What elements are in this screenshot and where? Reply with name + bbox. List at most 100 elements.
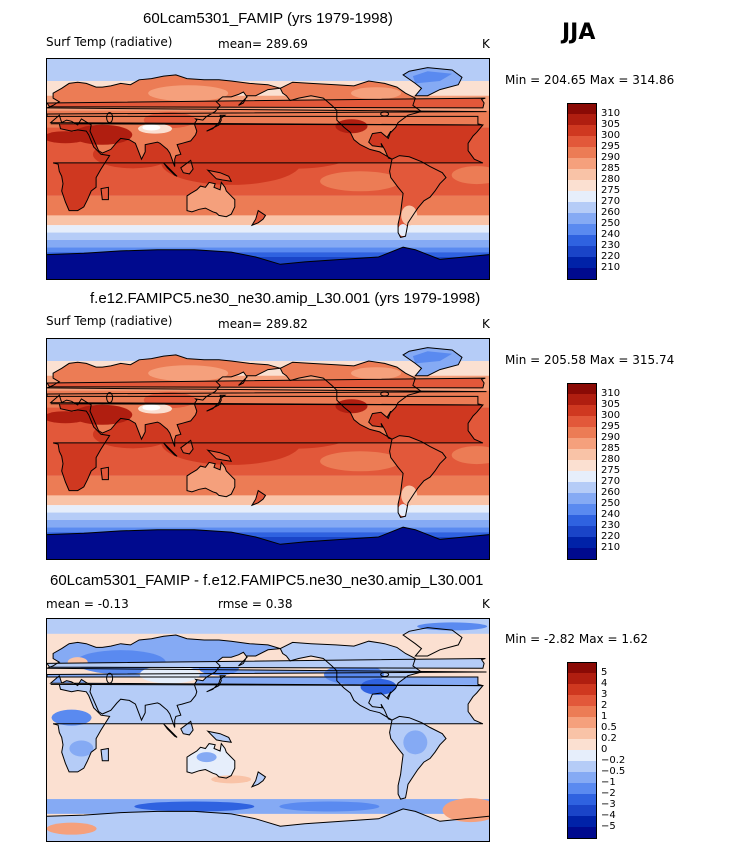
colorbar-label: 0.2 xyxy=(601,733,617,744)
colorbar-swatch xyxy=(567,125,597,136)
colorbar-label: 300 xyxy=(601,410,621,421)
colorbar-swatch xyxy=(567,147,597,158)
colorbar-label: 305 xyxy=(601,399,621,410)
colorbar-swatch xyxy=(567,246,597,257)
panel1-units: K xyxy=(482,37,490,51)
colorbar-swatch xyxy=(567,684,597,695)
colorbar-swatch xyxy=(567,427,597,438)
panel1-variable: Surf Temp (radiative) xyxy=(46,35,173,49)
colorbar-swatch xyxy=(567,136,597,147)
colorbar-label: 1 xyxy=(601,711,608,722)
colorbar-swatch xyxy=(567,750,597,761)
colorbar-swatch xyxy=(567,257,597,268)
panel1-minmax: Min = 204.65 Max = 314.86 xyxy=(505,73,675,87)
colorbar-swatch xyxy=(567,394,597,405)
panel3-mean: mean = -0.13 xyxy=(46,597,129,611)
panel2-mean: mean= 289.82 xyxy=(218,317,308,331)
colorbar-label: −4 xyxy=(601,810,616,821)
colorbar-swatch xyxy=(567,515,597,526)
colorbar-swatch xyxy=(567,695,597,706)
colorbar-swatch xyxy=(567,739,597,750)
colorbar-swatch xyxy=(567,827,597,839)
colorbar-label: 210 xyxy=(601,262,621,273)
colorbar-swatch xyxy=(567,405,597,416)
colorbar-swatch xyxy=(567,816,597,827)
colorbar-label: −3 xyxy=(601,799,616,810)
colorbar-swatch xyxy=(567,728,597,739)
colorbar-swatch xyxy=(567,460,597,471)
colorbar-label: 240 xyxy=(601,229,621,240)
colorbar-label: 275 xyxy=(601,465,621,476)
colorbar-label: 310 xyxy=(601,388,621,399)
colorbar-swatch xyxy=(567,169,597,180)
colorbar-label: 310 xyxy=(601,108,621,119)
colorbar-swatch xyxy=(567,662,597,674)
colorbar-label: −1 xyxy=(601,777,616,788)
colorbar-swatch xyxy=(567,158,597,169)
panel1-title: 60Lcam5301_FAMIP (yrs 1979-1998) xyxy=(143,10,393,27)
colorbar-label: −0.5 xyxy=(601,766,626,777)
colorbar-swatch xyxy=(567,383,597,395)
colorbar-label: 295 xyxy=(601,421,621,432)
colorbar-swatch xyxy=(567,526,597,537)
colorbar-label: 260 xyxy=(601,207,621,218)
colorbar-label: 240 xyxy=(601,509,621,520)
colorbar-label: 4 xyxy=(601,678,608,689)
panel1-map xyxy=(46,58,490,280)
colorbar-label: 220 xyxy=(601,531,621,542)
colorbar-label: 300 xyxy=(601,130,621,141)
colorbar-swatch xyxy=(567,180,597,191)
season-label: JJA xyxy=(562,20,596,45)
colorbar-swatch xyxy=(567,213,597,224)
colorbar-label: 280 xyxy=(601,454,621,465)
colorbar-swatch xyxy=(567,706,597,717)
colorbar-swatch xyxy=(567,449,597,460)
colorbar-label: 275 xyxy=(601,185,621,196)
colorbar-swatch xyxy=(567,794,597,805)
colorbar-label: 305 xyxy=(601,119,621,130)
colorbar-swatch xyxy=(567,482,597,493)
colorbar-swatch xyxy=(567,717,597,728)
colorbar-label: 210 xyxy=(601,542,621,553)
colorbar-label: 250 xyxy=(601,218,621,229)
colorbar-swatch xyxy=(567,471,597,482)
colorbar-swatch xyxy=(567,493,597,504)
panel2-minmax: Min = 205.58 Max = 315.74 xyxy=(505,353,675,367)
colorbar-label: 3 xyxy=(601,689,608,700)
colorbar-label: 290 xyxy=(601,432,621,443)
colorbar-label: 285 xyxy=(601,443,621,454)
colorbar-swatch xyxy=(567,673,597,684)
colorbar-label: 230 xyxy=(601,240,621,251)
colorbar-swatch xyxy=(567,268,597,280)
colorbar-swatch xyxy=(567,416,597,427)
panel1-mean: mean= 289.69 xyxy=(218,37,308,51)
panel2-map xyxy=(46,338,490,560)
colorbar-swatch xyxy=(567,772,597,783)
panel3-units: K xyxy=(482,597,490,611)
panel3-title: 60Lcam5301_FAMIP - f.e12.FAMIPC5.ne30_ne… xyxy=(50,572,484,589)
panel2-units: K xyxy=(482,317,490,331)
colorbar-label: 220 xyxy=(601,251,621,262)
colorbar-label: 2 xyxy=(601,700,608,711)
colorbar-swatch xyxy=(567,103,597,115)
colorbar-label: 260 xyxy=(601,487,621,498)
colorbar-swatch xyxy=(567,235,597,246)
panel2-variable: Surf Temp (radiative) xyxy=(46,314,173,328)
colorbar-swatch xyxy=(567,114,597,125)
colorbar-swatch xyxy=(567,761,597,772)
panel3-rmse: rmse = 0.38 xyxy=(218,597,293,611)
panel3-minmax: Min = -2.82 Max = 1.62 xyxy=(505,632,649,646)
colorbar-swatch xyxy=(567,548,597,560)
colorbar-swatch xyxy=(567,438,597,449)
colorbar-label: 290 xyxy=(601,152,621,163)
colorbar-label: 285 xyxy=(601,163,621,174)
colorbar-swatch xyxy=(567,783,597,794)
colorbar-label: 230 xyxy=(601,520,621,531)
colorbar-label: 0.5 xyxy=(601,722,617,733)
colorbar-label: −2 xyxy=(601,788,616,799)
colorbar-swatch xyxy=(567,504,597,515)
colorbar-swatch xyxy=(567,537,597,548)
colorbar-label: 295 xyxy=(601,141,621,152)
colorbar-swatch xyxy=(567,805,597,816)
panel3-map xyxy=(46,618,490,842)
